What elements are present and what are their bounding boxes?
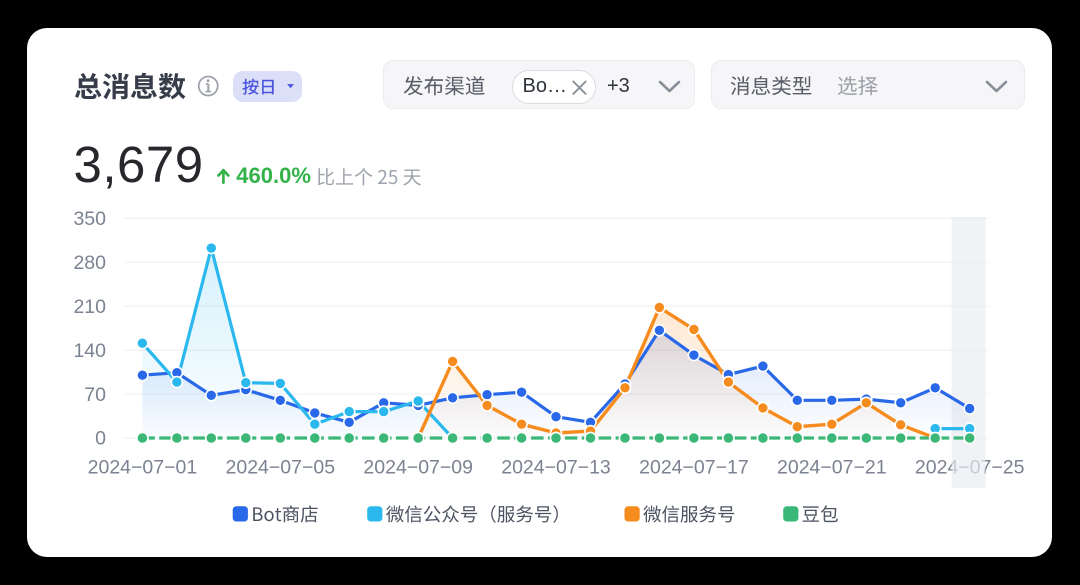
svg-text:2024−07−17: 2024−07−17 — [639, 456, 749, 478]
svg-text:2024−07−01: 2024−07−01 — [88, 456, 198, 478]
svg-text:350: 350 — [73, 208, 106, 230]
svg-text:2024−07−05: 2024−07−05 — [226, 456, 336, 478]
svg-text:0: 0 — [95, 428, 106, 450]
svg-text:280: 280 — [73, 252, 106, 274]
svg-text:2024−07−13: 2024−07−13 — [501, 456, 611, 478]
svg-text:70: 70 — [84, 384, 106, 406]
svg-text:210: 210 — [73, 296, 106, 318]
svg-text:2024−07−09: 2024−07−09 — [363, 456, 473, 478]
svg-text:2024−07−21: 2024−07−21 — [777, 456, 887, 478]
svg-text:140: 140 — [73, 340, 106, 362]
